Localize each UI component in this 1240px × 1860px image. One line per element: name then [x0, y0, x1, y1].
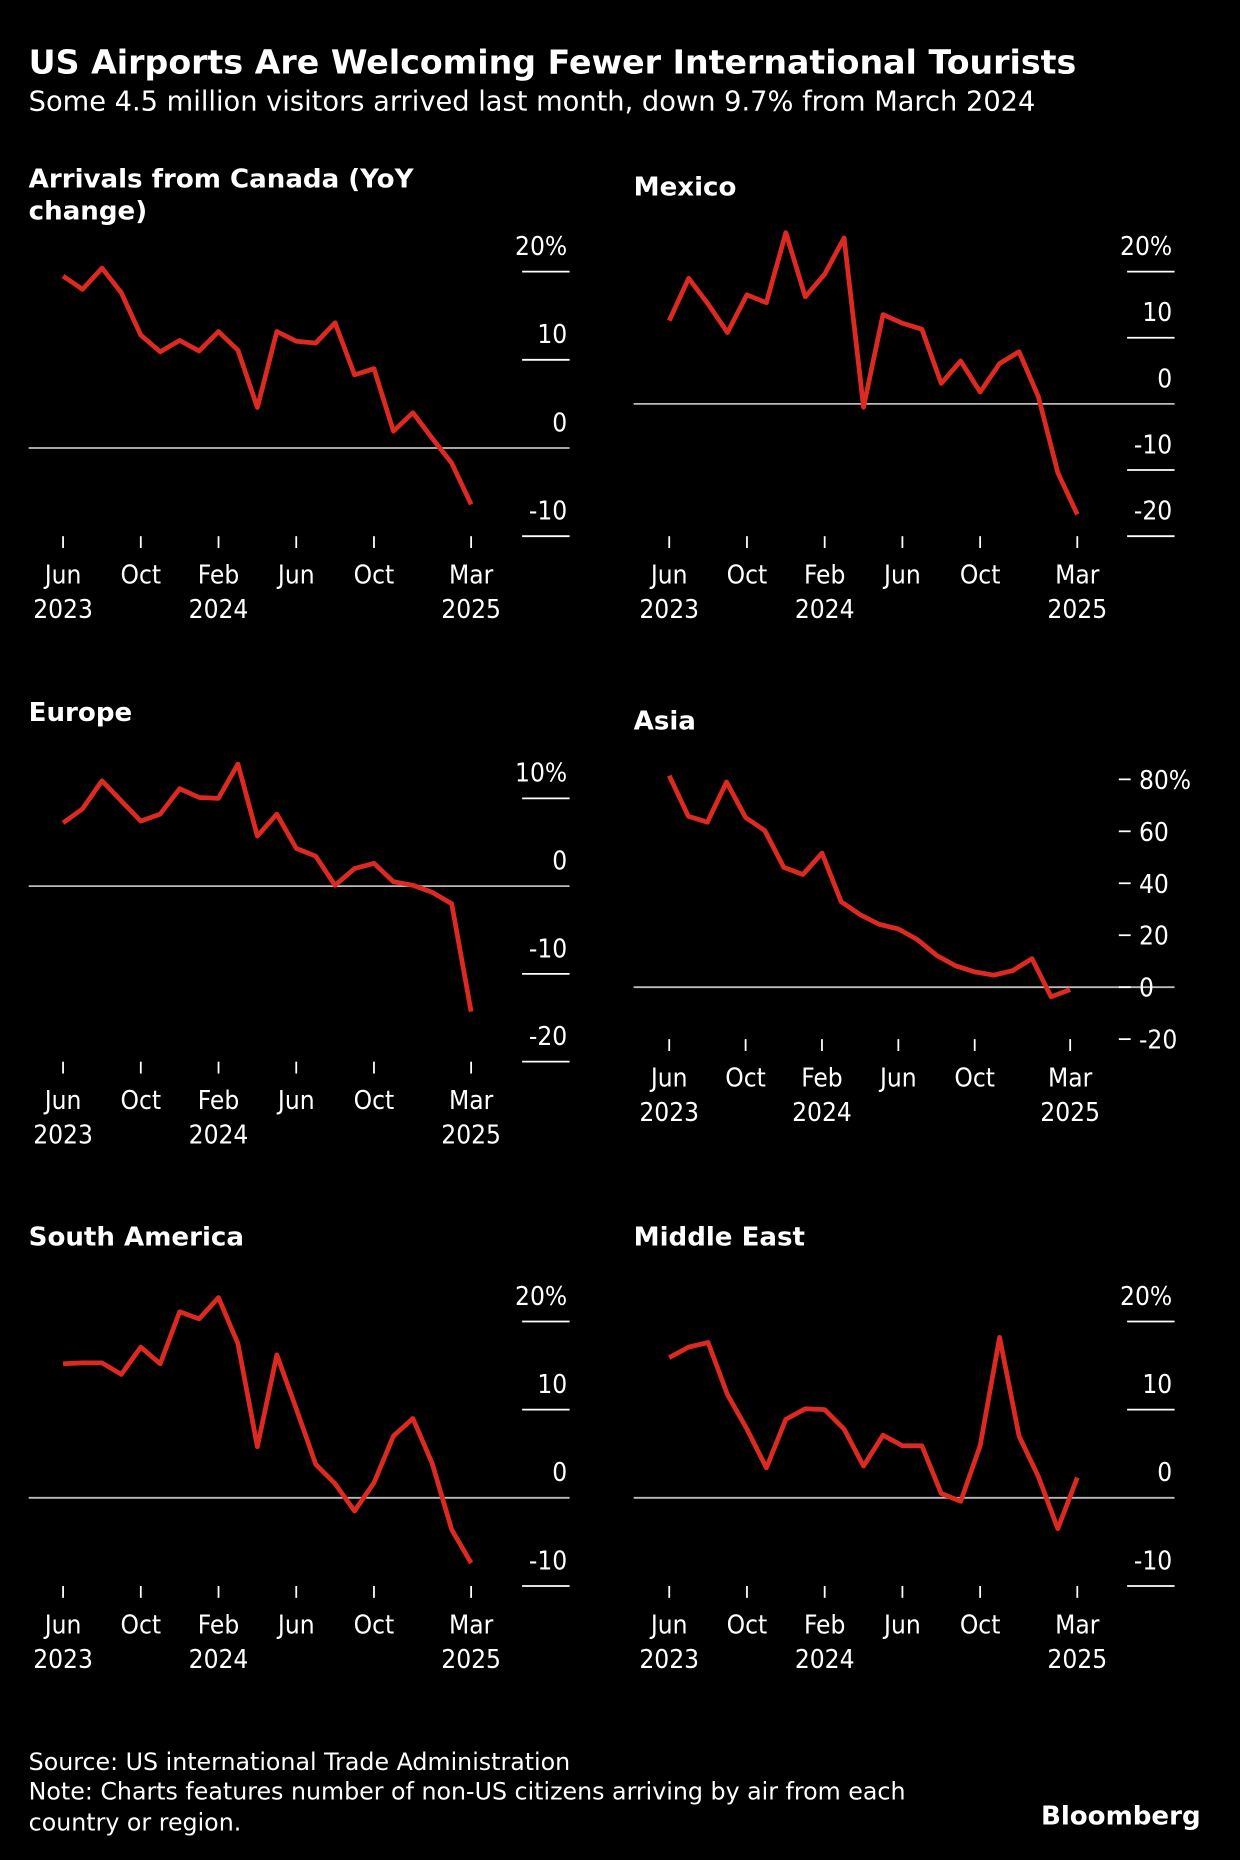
x-tick-label: Feb 2024: [795, 1610, 855, 1674]
subtitle: Some 4.5 million visitors arrived last m…: [29, 86, 1036, 117]
x-tick-label: Feb 2024: [795, 561, 855, 625]
x-tick-label: Jun 2023: [33, 1610, 93, 1674]
y-tick-label: -20: [1139, 1026, 1177, 1056]
y-tick-label: 20%: [1120, 1282, 1172, 1312]
source: Source: US international Trade Administr…: [29, 1748, 571, 1776]
x-tick-label: Jun 2023: [639, 1610, 699, 1674]
y-tick-label: 10: [1142, 298, 1172, 328]
y-tick-label: 10: [537, 320, 567, 350]
y-tick-label: -20: [1134, 497, 1172, 527]
brand: Bloomberg: [1041, 1801, 1201, 1831]
x-tick-label: Feb 2024: [189, 1086, 249, 1150]
x-tick-label: Oct: [354, 1086, 395, 1116]
panel-title: Europe: [29, 698, 133, 728]
data-line: [62, 1295, 474, 1565]
x-tick-label: Jun 2023: [639, 1064, 699, 1128]
x-tick-label: Oct: [354, 1610, 395, 1640]
y-tick-label: 0: [1139, 974, 1154, 1004]
data-line: [61, 265, 474, 506]
data-line: [667, 774, 1072, 1000]
x-tick-label: Mar 2025: [441, 1086, 501, 1150]
x-tick-label: Jun: [878, 1064, 917, 1094]
y-tick-label: 60: [1139, 818, 1169, 848]
y-tick-label: -10: [529, 497, 567, 527]
y-tick-label: 40: [1139, 870, 1169, 900]
x-tick-label: Mar 2025: [441, 561, 501, 625]
x-tick-label: Oct: [121, 1086, 162, 1116]
x-tick-label: Jun: [276, 561, 315, 591]
y-tick-label: 10: [537, 1370, 567, 1400]
y-tick-label: 0: [1157, 1458, 1172, 1488]
y-tick-label: 0: [552, 1458, 567, 1488]
x-tick-label: Feb 2024: [189, 561, 249, 625]
x-tick-label: Oct: [954, 1064, 995, 1094]
y-tick-label: 20%: [515, 1282, 567, 1312]
y-tick-label: 20%: [1120, 232, 1172, 262]
y-tick-label: -10: [529, 934, 567, 964]
x-tick-label: Oct: [354, 561, 395, 591]
y-tick-label: 80%: [1139, 766, 1191, 796]
x-tick-label: Mar 2025: [1047, 1610, 1107, 1674]
x-tick-label: Jun 2023: [639, 561, 699, 625]
data-line: [61, 761, 474, 1013]
x-tick-label: Jun: [882, 561, 921, 591]
y-tick-label: 10%: [515, 759, 567, 789]
x-tick-label: Oct: [121, 561, 162, 591]
y-tick-label: 10: [1142, 1370, 1172, 1400]
x-tick-label: Jun: [276, 1610, 315, 1640]
panel-title: Arrivals from Canada (YoY change): [29, 164, 415, 226]
x-tick-label: Jun: [276, 1086, 315, 1116]
x-tick-label: Oct: [727, 561, 768, 591]
y-tick-label: 0: [552, 408, 567, 438]
y-tick-label: -10: [1134, 1546, 1172, 1576]
x-tick-label: Mar 2025: [1040, 1064, 1100, 1128]
y-tick-label: 20%: [515, 232, 567, 262]
x-tick-label: Oct: [121, 1610, 162, 1640]
x-tick-label: Mar 2025: [1047, 561, 1107, 625]
x-tick-label: Oct: [960, 561, 1001, 591]
data-line: [667, 230, 1080, 516]
y-tick-label: 0: [1157, 364, 1172, 394]
panel-title: South America: [29, 1223, 244, 1253]
y-tick-label: 0: [552, 847, 567, 877]
x-tick-label: Oct: [960, 1610, 1001, 1640]
y-tick-label: -20: [529, 1022, 567, 1052]
x-tick-label: Jun 2023: [33, 561, 93, 625]
x-tick-label: Jun: [882, 1610, 921, 1640]
title: US Airports Are Welcoming Fewer Internat…: [29, 43, 1077, 82]
panel-title: Middle East: [634, 1223, 805, 1253]
y-tick-label: -10: [1134, 430, 1172, 460]
y-tick-label: -10: [529, 1546, 567, 1576]
panel-title: Asia: [634, 707, 696, 737]
panel-title: Mexico: [634, 173, 737, 203]
x-tick-label: Oct: [725, 1064, 766, 1094]
note: Note: Charts features number of non-US c…: [29, 1778, 906, 1837]
x-tick-label: Jun 2023: [33, 1086, 93, 1150]
y-tick-label: 20: [1139, 922, 1169, 952]
x-tick-label: Mar 2025: [441, 1610, 501, 1674]
x-tick-label: Feb 2024: [189, 1610, 249, 1674]
x-tick-label: Feb 2024: [792, 1064, 852, 1128]
x-tick-label: Oct: [727, 1610, 768, 1640]
data-line: [668, 1334, 1080, 1532]
